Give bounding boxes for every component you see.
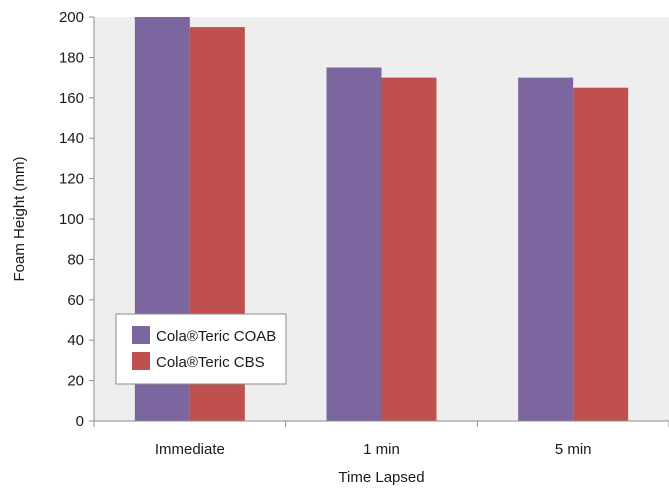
x-axis: Immediate 1 min 5 min [93, 420, 669, 458]
legend-swatch [132, 326, 150, 344]
legend-swatch [132, 352, 150, 370]
legend-box [115, 313, 287, 385]
x-tick-label: Immediate [155, 441, 225, 458]
y-axis-title: Foam Height (mm) [11, 156, 28, 281]
x-tick-label: 5 min [555, 441, 592, 458]
y-tick-label: 80 [67, 251, 84, 268]
bar-cbs-1 [381, 77, 437, 421]
legend-label: Cola®Teric COAB [156, 328, 276, 345]
bars-group [134, 17, 629, 421]
legend: Cola®Teric COAB Cola®Teric CBS [115, 313, 287, 385]
legend-label: Cola®Teric CBS [156, 354, 265, 371]
bar-cbs-2 [573, 87, 629, 421]
x-axis-title: Time Lapsed [338, 469, 424, 486]
y-tick-label: 100 [59, 211, 84, 228]
y-tick-label: 0 [76, 413, 84, 430]
y-tick-label: 20 [67, 373, 84, 390]
x-tick-label: 1 min [363, 441, 400, 458]
y-tick-label: 200 [59, 9, 84, 26]
bar-coab-2 [518, 77, 574, 421]
bar-coab-1 [326, 67, 382, 421]
y-tick-label: 180 [59, 49, 84, 66]
y-tick-label: 140 [59, 130, 84, 147]
y-tick-label: 60 [67, 292, 84, 309]
y-tick-label: 160 [59, 90, 84, 107]
y-tick-label: 40 [67, 332, 84, 349]
y-axis: 0 20 40 60 80 100 120 140 160 180 200 [59, 9, 95, 430]
y-tick-label: 120 [59, 171, 84, 188]
